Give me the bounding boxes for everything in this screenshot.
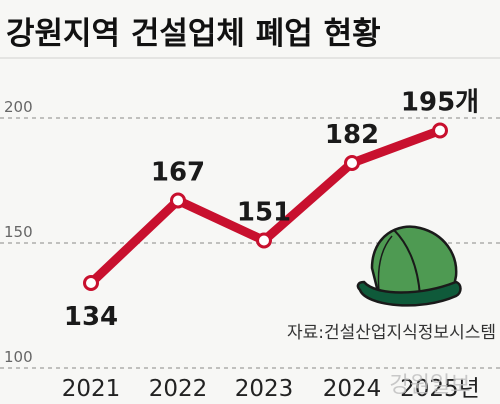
data-label: 195개 (401, 88, 479, 118)
x-axis: 2021 2022 2023 2024 2025년 (62, 376, 480, 402)
x-tick-label: 2024 (323, 376, 382, 402)
data-point (432, 122, 448, 139)
data-labels: 134 167 151 182 195개 (64, 88, 479, 333)
y-tick-label: 100 (4, 348, 33, 366)
y-tick-label: 150 (4, 223, 33, 241)
y-axis: 100 150 200 (4, 98, 33, 366)
data-point (256, 232, 272, 249)
data-label: 151 (237, 198, 291, 228)
hard-hat-icon (356, 225, 462, 307)
watermark: 강원일보 (390, 373, 471, 398)
x-tick-label: 2022 (149, 376, 208, 402)
chart-title: 강원지역 건설업체 폐업 현황 (6, 16, 381, 52)
data-point (344, 155, 360, 171)
data-point (83, 275, 99, 291)
x-tick-label: 2025년 (400, 376, 480, 402)
data-label: 182 (325, 120, 379, 150)
data-label: 167 (151, 158, 205, 188)
data-label: 134 (64, 302, 118, 332)
y-tick-label: 200 (4, 98, 33, 116)
data-point (170, 192, 186, 209)
x-tick-label: 2021 (62, 376, 121, 402)
source-note: 자료:건설산업지식정보시스템 (287, 323, 496, 343)
markers (83, 122, 448, 291)
x-tick-label: 2023 (235, 376, 294, 402)
